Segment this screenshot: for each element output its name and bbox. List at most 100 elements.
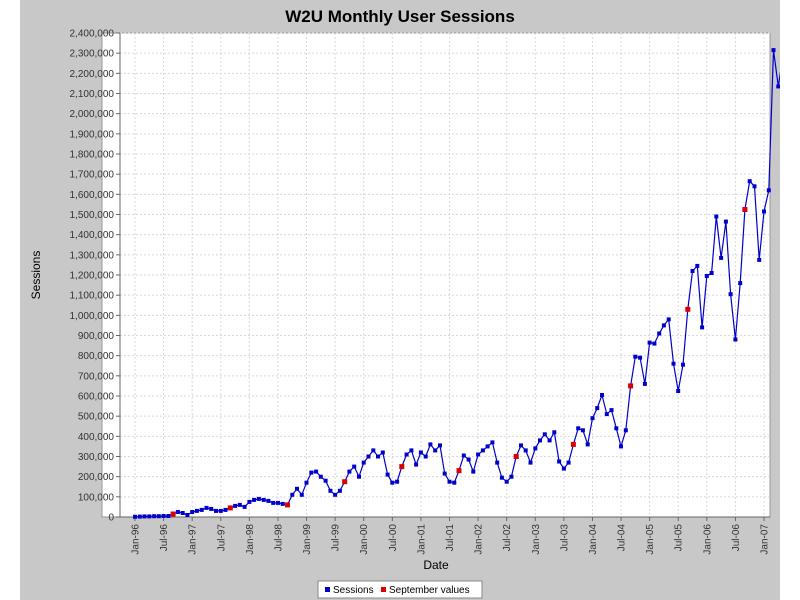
y-tick-label: 2,100,000 xyxy=(70,89,115,100)
sessions-point xyxy=(461,453,466,458)
sessions-point xyxy=(166,514,171,518)
september-point xyxy=(342,479,348,485)
sessions-point xyxy=(600,393,604,397)
legend-label-sessions: Sessions xyxy=(333,585,374,596)
sessions-point xyxy=(604,412,609,417)
x-tick-label: Jul-05 xyxy=(674,524,685,552)
x-axis-ticks: Jan-96 Jul-96 Jan-97 Jul-97 Jan-98 Jul-98 Jan-… xyxy=(120,516,771,555)
sessions-point xyxy=(499,475,504,480)
sessions-point xyxy=(585,442,590,447)
september-point xyxy=(285,502,290,508)
sessions-point xyxy=(566,460,571,465)
sessions-point xyxy=(271,500,276,505)
x-tick-label: Jul-98 xyxy=(273,524,284,552)
sessions-point xyxy=(290,492,295,497)
sessions-point xyxy=(771,48,776,53)
y-tick-label: 800,000 xyxy=(78,351,115,362)
sessions-point xyxy=(199,507,204,512)
series-layer xyxy=(133,48,780,519)
sessions-point xyxy=(747,179,752,184)
sessions-point xyxy=(681,362,685,367)
sessions-point xyxy=(700,325,705,330)
september-point xyxy=(170,511,176,517)
y-tick-label: 1,100,000 xyxy=(70,291,115,302)
sessions-point xyxy=(318,474,323,479)
sessions-point xyxy=(385,472,390,477)
sessions-point xyxy=(428,442,433,447)
y-tick-label: 1,400,000 xyxy=(70,230,115,241)
y-tick-label: 500,000 xyxy=(78,412,115,423)
x-tick-label: Jul-96 xyxy=(159,524,170,552)
x-axis-label: Date xyxy=(423,558,449,572)
sessions-point xyxy=(261,497,266,502)
legend-label-september: September values xyxy=(389,585,470,596)
chart-frame: W2U Monthly User Sessions 0 100,000 200,00… xyxy=(20,0,780,600)
sessions-point xyxy=(652,341,657,346)
x-tick-label: Jan-04 xyxy=(588,524,599,555)
y-tick-label: 1,300,000 xyxy=(70,250,115,261)
y-tick-label: 1,900,000 xyxy=(70,129,115,140)
sessions-point xyxy=(390,480,395,485)
sessions-point xyxy=(366,454,371,459)
x-tick-label: Jan-05 xyxy=(645,524,656,555)
september-point xyxy=(570,441,576,447)
sessions-point xyxy=(557,459,562,464)
y-tick-label: 300,000 xyxy=(78,452,115,463)
sessions-point xyxy=(466,457,471,462)
sessions-point xyxy=(323,478,328,483)
sessions-point xyxy=(223,507,228,512)
sessions-point xyxy=(147,514,152,519)
x-tick-label: Jan-96 xyxy=(131,524,142,555)
september-point xyxy=(456,468,462,474)
sessions-point xyxy=(247,499,252,504)
sessions-point xyxy=(757,257,762,262)
sessions-point xyxy=(733,337,738,342)
sessions-point xyxy=(314,469,319,474)
sessions-point xyxy=(395,479,400,484)
y-tick-label: 1,000,000 xyxy=(70,311,115,322)
y-tick-label: 900,000 xyxy=(78,331,115,342)
sessions-point xyxy=(547,438,552,443)
y-tick-label: 600,000 xyxy=(78,392,115,403)
y-tick-label: 400,000 xyxy=(78,432,115,443)
x-tick-label: Jul-00 xyxy=(388,524,399,552)
legend-swatch-september xyxy=(381,587,386,592)
sessions-point xyxy=(480,448,485,453)
y-tick-label: 1,600,000 xyxy=(70,190,115,201)
sessions-point xyxy=(209,506,214,511)
sessions-point xyxy=(766,188,771,193)
sessions-point xyxy=(738,281,743,286)
x-tick-label: Jul-06 xyxy=(731,524,742,552)
x-tick-label: Jan-06 xyxy=(702,524,713,555)
sessions-point xyxy=(776,84,780,89)
sessions-point xyxy=(528,460,533,465)
sessions-point xyxy=(161,514,166,518)
sessions-point xyxy=(266,498,271,503)
sessions-point xyxy=(376,454,380,459)
sessions-point xyxy=(695,263,700,268)
sessions-point xyxy=(642,381,647,386)
y-tick-label: 2,400,000 xyxy=(70,29,115,40)
sessions-point xyxy=(704,274,709,278)
chart-svg: W2U Monthly User Sessions 0 100,000 200,00… xyxy=(29,7,780,599)
sessions-point xyxy=(237,502,242,507)
sessions-point xyxy=(676,389,681,393)
sessions-point xyxy=(133,514,137,519)
sessions-point xyxy=(142,514,147,519)
sessions-point xyxy=(347,469,352,474)
sessions-point xyxy=(647,340,652,345)
x-tick-label: Jan-01 xyxy=(416,524,427,555)
sessions-point xyxy=(447,479,452,484)
september-point xyxy=(628,383,634,389)
sessions-point xyxy=(495,460,500,465)
sessions-point xyxy=(762,209,766,214)
sessions-point xyxy=(638,355,643,360)
sessions-point xyxy=(519,443,523,448)
sessions-point xyxy=(152,514,157,519)
x-tick-label: Jul-99 xyxy=(331,524,342,552)
sessions-point xyxy=(380,450,385,455)
y-tick-label: 2,200,000 xyxy=(70,69,115,80)
sessions-point xyxy=(418,450,423,455)
sessions-point xyxy=(590,416,595,421)
x-tick-label: Jul-02 xyxy=(502,524,513,552)
